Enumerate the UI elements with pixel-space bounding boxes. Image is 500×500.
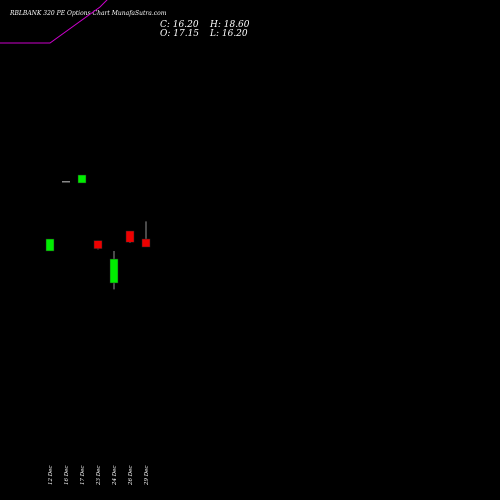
x-tick-label: 17 Dec <box>80 466 86 486</box>
candlesticks <box>45 174 151 290</box>
x-axis-tick-labels: 12 Dec 16 Dec 17 Dec 23 Dec 24 Dec 26 Dec 29 D… <box>48 466 150 487</box>
x-tick-label: 29 Dec <box>144 466 150 487</box>
candle-body <box>77 174 87 184</box>
high-price-label: H: 18.60 <box>209 20 250 30</box>
candle-24-dec <box>109 251 119 290</box>
low-price-label: L: 16.20 <box>209 29 248 39</box>
candle-26-dec <box>125 230 135 243</box>
close-price-label: C: 16.20 <box>160 20 199 30</box>
candle-body <box>93 240 103 249</box>
candle-12-dec <box>45 238 55 252</box>
candle-23-dec <box>93 240 103 250</box>
candle-17-dec <box>77 174 87 184</box>
candle-body <box>45 238 55 252</box>
chart-title: RBLBANK 320 PE Options Chart MunafaSutra… <box>9 10 167 17</box>
open-price-label: O: 17.15 <box>160 29 199 39</box>
indicator-line-2 <box>0 0 108 44</box>
x-tick-label: 23 Dec <box>96 466 102 487</box>
indicator-lines <box>0 0 108 44</box>
candle-body <box>125 230 135 243</box>
candle-16-dec <box>62 181 70 183</box>
candle-body <box>141 238 151 248</box>
candle-body <box>109 258 119 284</box>
x-tick-label: 26 Dec <box>128 466 134 487</box>
x-tick-label: 12 Dec <box>48 466 54 486</box>
candle-29-dec <box>141 221 151 248</box>
candle-body <box>62 181 70 183</box>
x-tick-label: 16 Dec <box>64 466 70 486</box>
x-tick-label: 24 Dec <box>112 466 118 487</box>
